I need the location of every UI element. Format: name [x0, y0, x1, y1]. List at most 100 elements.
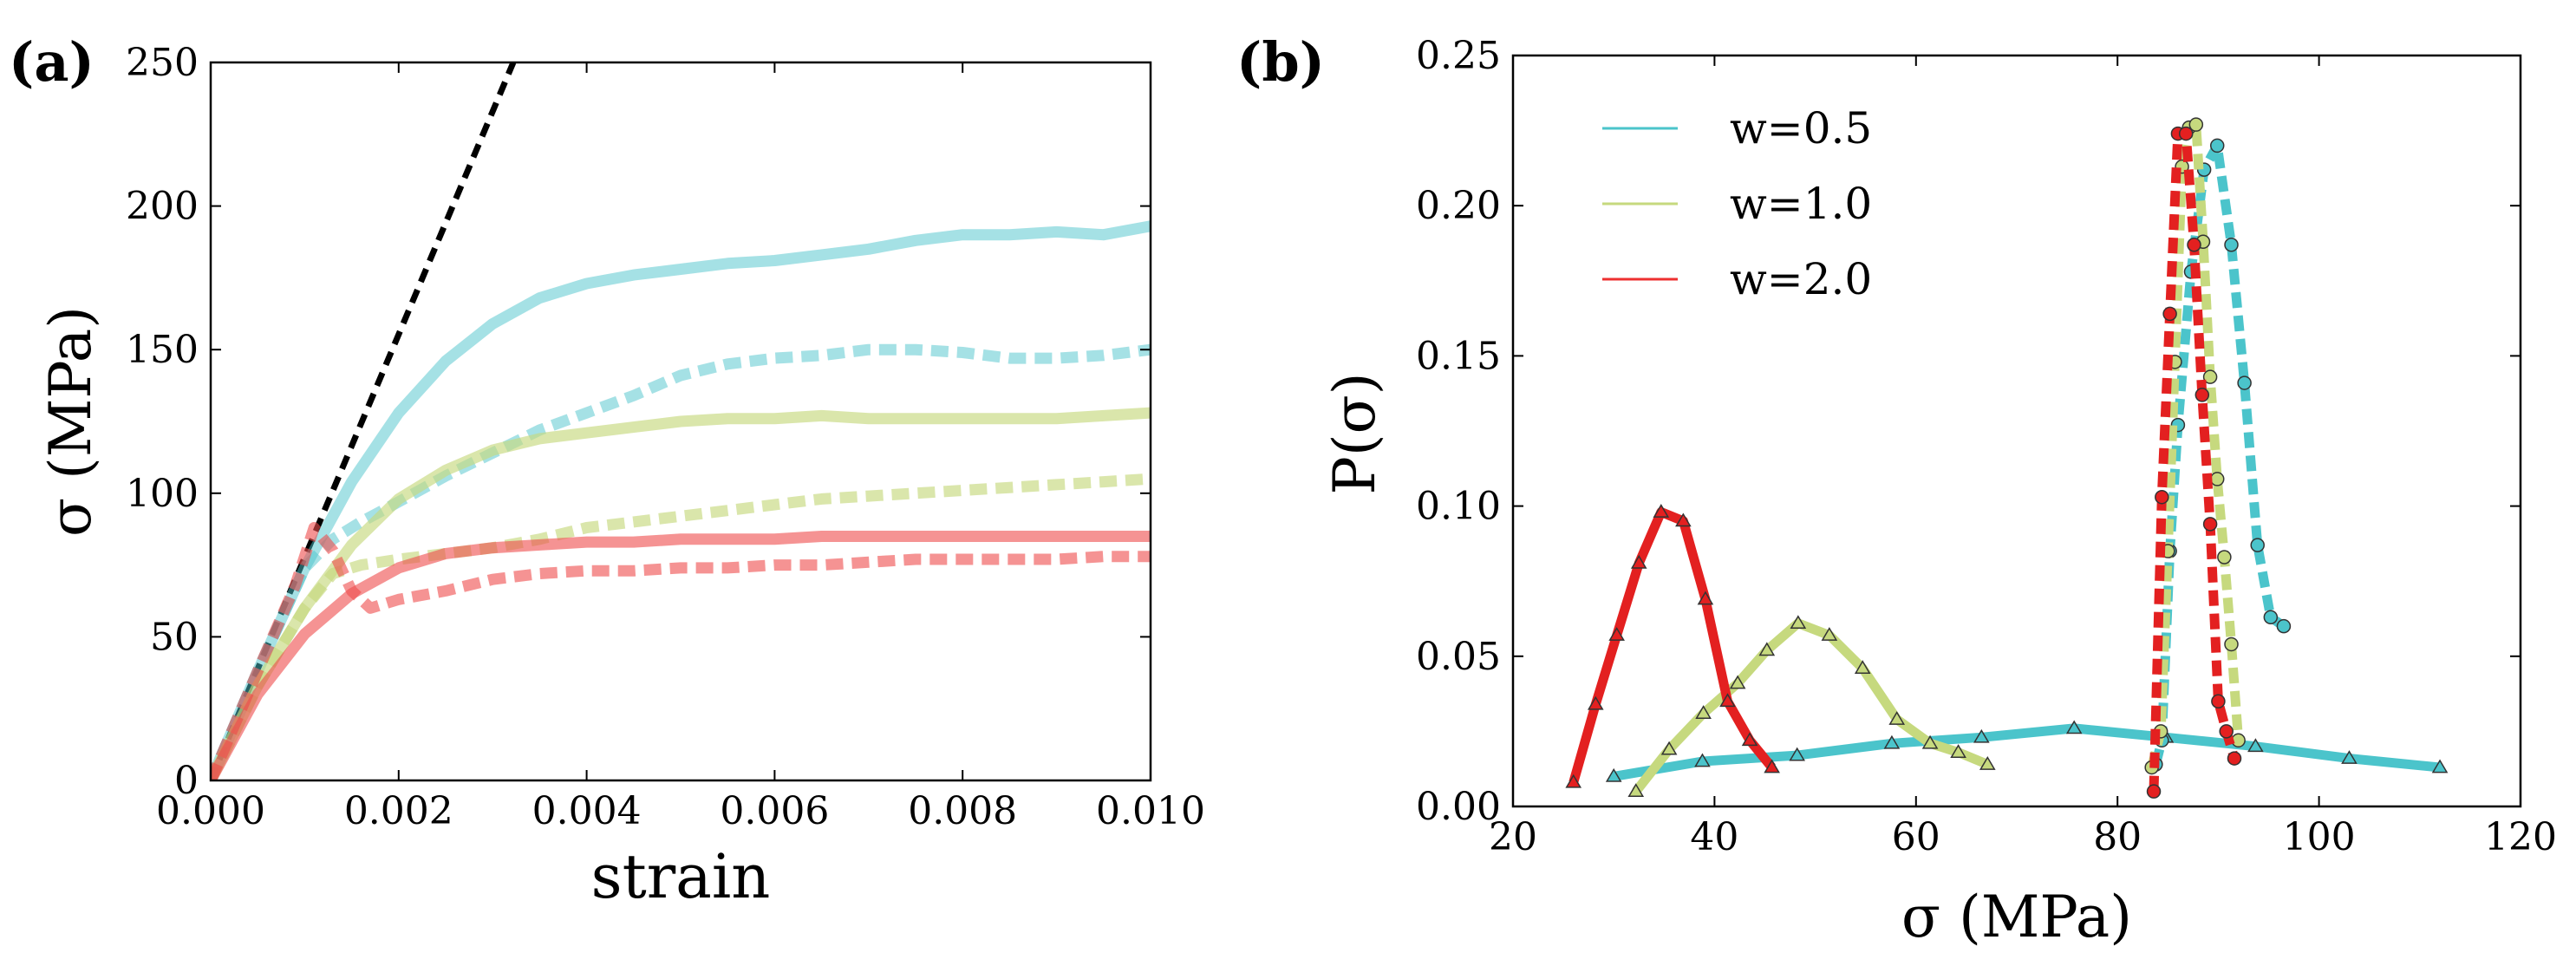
data-point — [2162, 306, 2177, 322]
y-tick-label: 0.25 — [1416, 34, 1501, 78]
panel-b: 20 40 60 80 100 120 0.00 0.05 0.10 0.15 0.20 0.25 (… — [1236, 30, 2557, 950]
data-point — [2276, 618, 2292, 634]
data-point — [1979, 756, 1996, 770]
data-point — [2065, 720, 2083, 734]
data-point — [2155, 489, 2169, 505]
data-point — [1758, 642, 1776, 656]
data-point — [1764, 759, 1780, 773]
data-point — [2250, 538, 2265, 552]
data-point — [1608, 627, 1625, 641]
x-tick-label: 0.004 — [532, 789, 642, 833]
y-tick-label: 100 — [126, 472, 199, 516]
y-tick-label: 0.05 — [1416, 635, 1501, 679]
xlabel-a: strain — [591, 841, 771, 912]
data-point — [1675, 512, 1692, 527]
y-tick-label: 0.15 — [1416, 334, 1501, 378]
data-point — [2209, 138, 2225, 153]
y-tick-label: 200 — [126, 185, 199, 229]
data-point — [1883, 734, 1901, 749]
data-point — [1789, 747, 1805, 761]
y-tick-label: 0.10 — [1416, 485, 1501, 529]
x-tick-label: 0.000 — [156, 789, 265, 833]
data-point — [2194, 388, 2210, 402]
y-tick-label: 0.00 — [1416, 785, 1501, 829]
y-tick-label: 150 — [126, 328, 199, 372]
plot-area-b — [1565, 117, 2449, 799]
data-point — [2211, 694, 2226, 709]
ylabel-a: σ (MPa) — [37, 306, 104, 537]
y-tick-label: 50 — [150, 615, 199, 659]
data-point — [1790, 615, 1807, 630]
y-tick-label: 0.20 — [1416, 184, 1501, 228]
data-point — [1630, 554, 1647, 569]
panel-a: 0.000 0.002 0.004 0.006 0.008 0.010 0 50 100 150 2… — [9, 30, 1205, 912]
data-point — [2227, 751, 2242, 766]
x-tick-label: 0.002 — [344, 789, 453, 833]
data-point — [1695, 705, 1712, 719]
plot-area-a — [211, 62, 1151, 780]
data-point — [1973, 728, 1990, 743]
x-tick-label: 0.006 — [720, 789, 829, 833]
data-point — [1854, 660, 1871, 675]
data-point — [2146, 784, 2162, 799]
y-tick-label: 0 — [174, 759, 199, 803]
data-point — [1660, 741, 1678, 755]
legend-label: w=2.0 — [1730, 254, 1872, 304]
xlabel-b: σ (MPa) — [1901, 884, 2132, 950]
data-point — [1587, 695, 1604, 710]
axes-frame-b — [1511, 54, 2522, 808]
data-point — [2202, 369, 2218, 384]
legend-label: w=0.5 — [1730, 103, 1872, 153]
data-point — [2224, 636, 2239, 652]
legend: w=0.5 w=1.0 w=2.0 — [1602, 103, 1872, 304]
data-point — [1565, 773, 1582, 788]
data-point — [1729, 675, 1746, 689]
data-point — [1821, 627, 1838, 641]
axes-frame-a — [209, 61, 1152, 782]
series-line-a-w-0-5-solid — [211, 220, 1151, 780]
data-point — [2209, 472, 2225, 486]
x-tick-label: 40 — [1690, 815, 1738, 859]
data-point — [1888, 711, 1906, 725]
data-point — [2247, 738, 2264, 753]
x-tick-label: 100 — [2283, 815, 2356, 859]
data-point — [1921, 734, 1939, 749]
data-point — [2188, 117, 2204, 132]
series-line-a-w-0-5-dashed — [211, 343, 1151, 780]
data-point — [2341, 750, 2358, 764]
series-line-b-w-2-0-solid — [1568, 507, 1776, 784]
data-point — [2263, 610, 2279, 625]
panel-label-a: (a) — [9, 30, 95, 94]
data-point — [2178, 126, 2194, 141]
data-point — [2431, 759, 2449, 773]
data-point — [1653, 504, 1670, 518]
series-line-b-w-0-5-solid — [1613, 723, 2441, 781]
series-line-a-elastic — [211, 62, 517, 780]
x-tick-label: 20 — [1489, 815, 1537, 859]
data-point — [2219, 724, 2234, 739]
series-line-a-w-1-0-solid — [211, 407, 1151, 780]
data-point — [1741, 732, 1758, 747]
ticks-a: 0.000 0.002 0.004 0.006 0.008 0.010 0 50 100 150 2… — [126, 41, 1205, 833]
y-tick-label: 250 — [126, 41, 199, 85]
series-line-b-w-0-5-dashed — [2151, 140, 2287, 766]
data-point — [2237, 375, 2252, 390]
ylabel-b: P(σ) — [1321, 373, 1388, 495]
data-point — [2202, 517, 2218, 532]
data-point — [1697, 591, 1714, 605]
data-point — [2224, 237, 2239, 252]
data-point — [1694, 753, 1711, 767]
x-tick-label: 60 — [1892, 815, 1940, 859]
series-line-a-w-2-0-dashed — [211, 522, 1151, 780]
series-line-a-w-1-0-dashed — [211, 473, 1151, 780]
data-point — [1950, 744, 1966, 758]
ticks-b: 20 40 60 80 100 120 0.00 0.05 0.10 0.15 0.20 0.25 — [1416, 34, 2557, 859]
data-point — [2217, 550, 2232, 565]
x-tick-label: 80 — [2093, 815, 2142, 859]
x-tick-label: 0.010 — [1096, 789, 1205, 833]
data-point — [1627, 783, 1645, 798]
data-point — [1719, 693, 1736, 708]
legend-label: w=1.0 — [1730, 179, 1872, 229]
x-tick-label: 0.008 — [908, 789, 1017, 833]
